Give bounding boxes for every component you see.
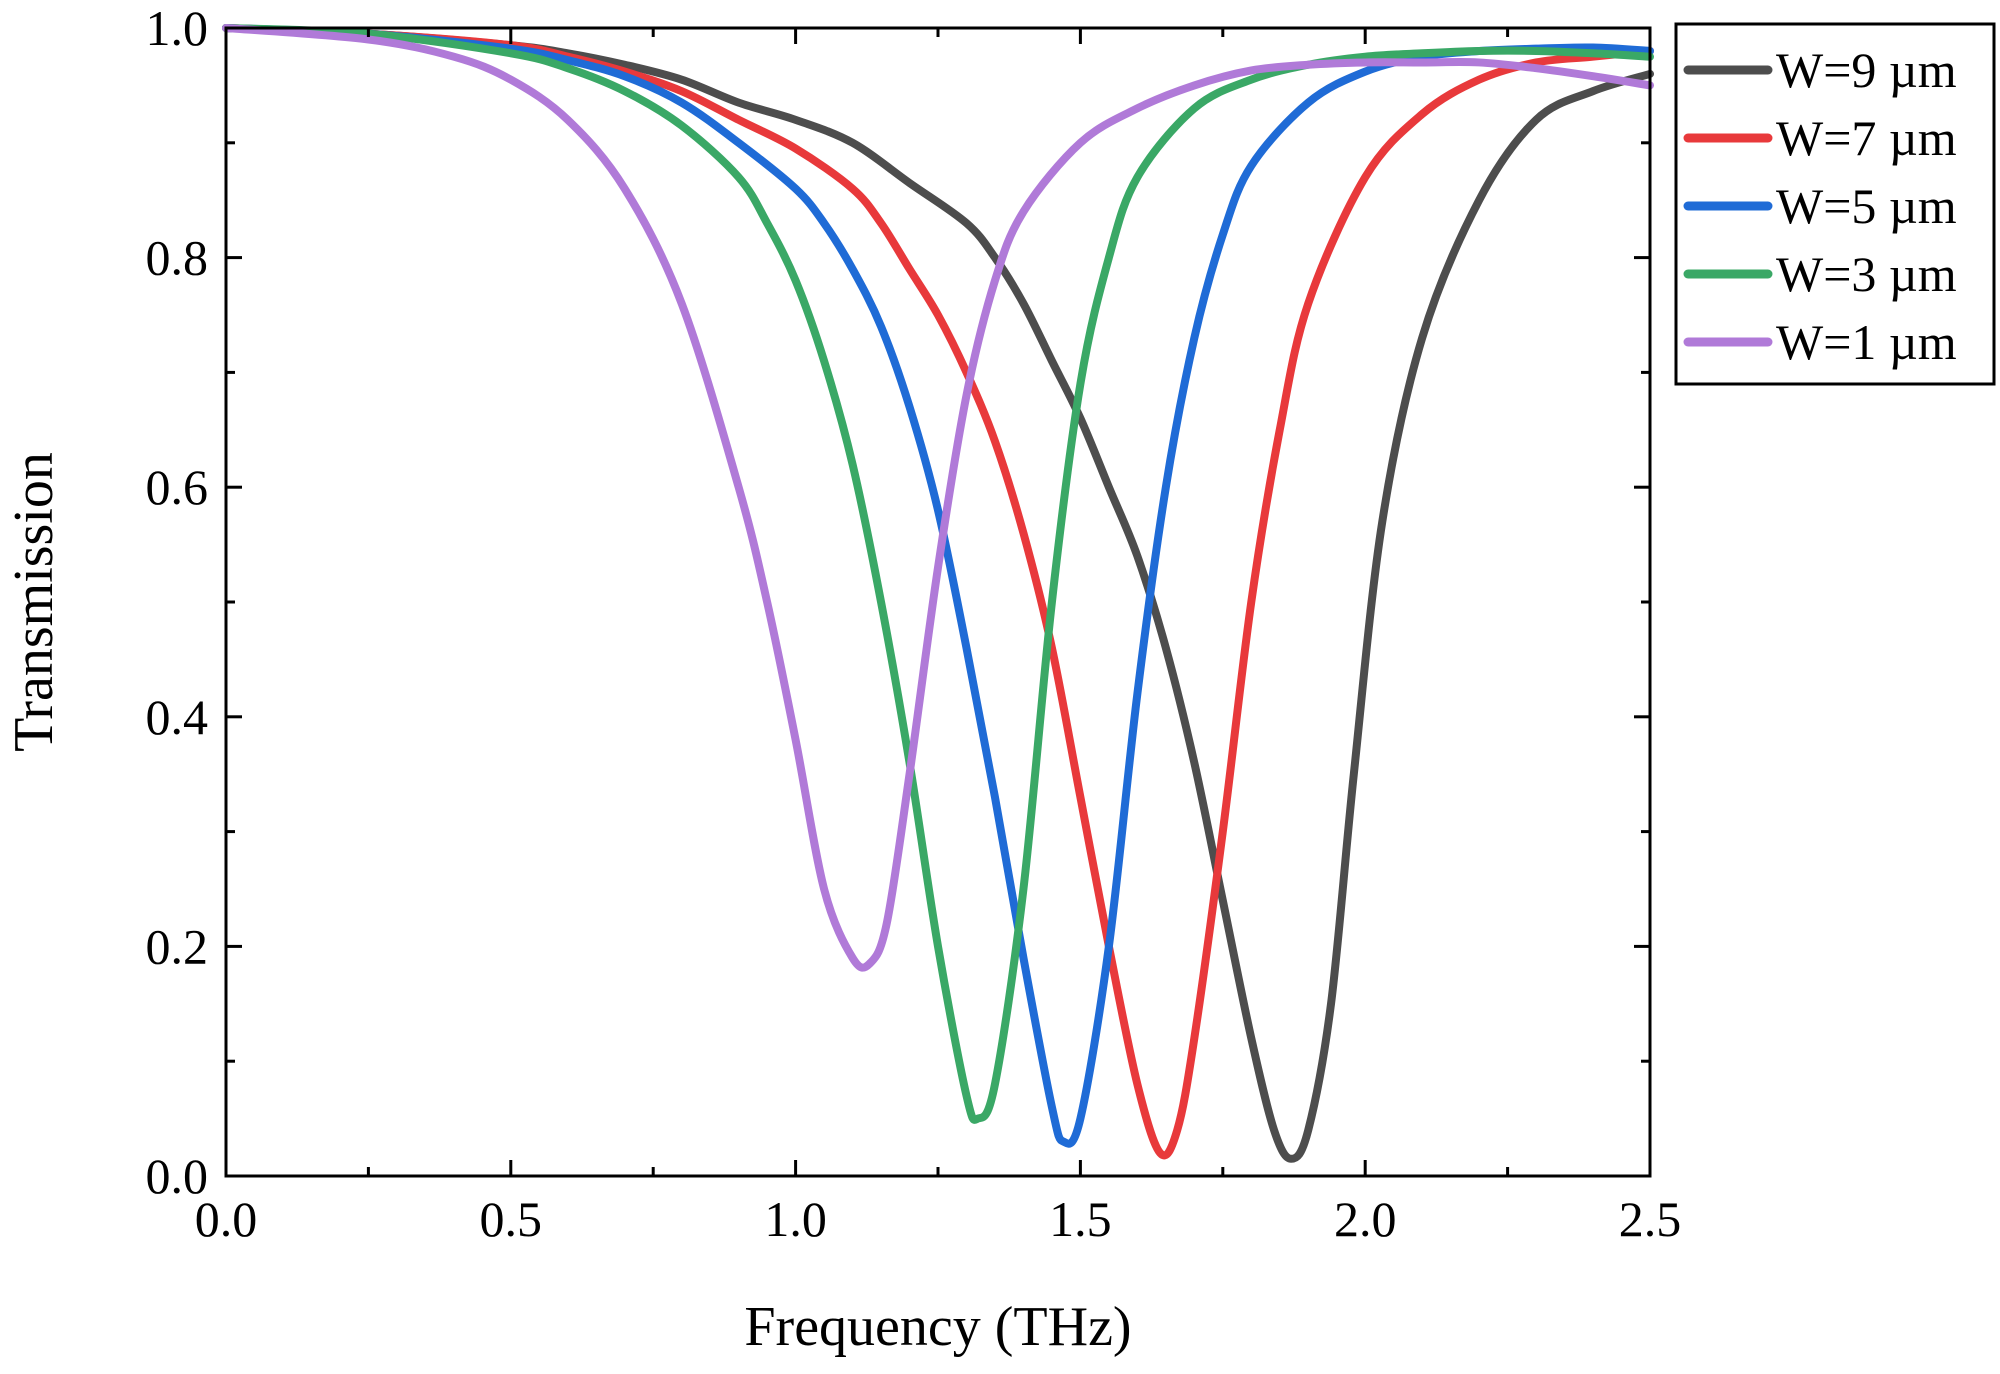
series-line-2 xyxy=(222,24,1654,1160)
legend: W=9 µm W=7 µm W=5 µm W=3 µm W=1 µm xyxy=(1674,22,1996,386)
x-tick-label: 1.5 xyxy=(1049,1191,1112,1247)
y-tick-label: 0.4 xyxy=(146,689,209,745)
series-line-5 xyxy=(222,24,1654,972)
y-axis-title: Transmission xyxy=(3,452,65,752)
y-tick-label: 0.2 xyxy=(146,918,209,974)
y-tick-label: 1.0 xyxy=(146,0,209,56)
x-tick-label: 1.0 xyxy=(764,1191,827,1247)
legend-label-4: W=3 µm xyxy=(1776,246,1957,302)
plot-area-frame xyxy=(224,26,1652,1178)
y-tick-label: 0.0 xyxy=(146,1148,209,1204)
x-tick-label: 0.5 xyxy=(480,1191,543,1247)
legend-label-2: W=7 µm xyxy=(1776,110,1957,166)
series-line-3 xyxy=(222,24,1654,1148)
legend-label-3: W=5 µm xyxy=(1776,178,1957,234)
legend-label-1: W=9 µm xyxy=(1776,42,1957,98)
y-tick-label: 0.6 xyxy=(146,459,209,515)
series-layer xyxy=(222,24,1654,1163)
x-tick-label: 0.0 xyxy=(195,1191,258,1247)
x-tick-label: 2.5 xyxy=(1619,1191,1682,1247)
series-line-1 xyxy=(222,24,1654,1163)
tick-labels-layer: 0.0 0.5 1.0 1.5 2.0 2.5 0.0 0.2 0.4 0.6 0.8 1.0 xyxy=(146,0,1682,1247)
y-tick-label: 0.8 xyxy=(146,230,209,286)
legend-label-5: W=1 µm xyxy=(1776,314,1957,370)
legend-items: W=9 µm W=7 µm W=5 µm W=3 µm W=1 µm xyxy=(1683,42,1957,370)
x-tick-label: 2.0 xyxy=(1334,1191,1397,1247)
x-axis-title: Frequency (THz) xyxy=(744,1296,1131,1358)
